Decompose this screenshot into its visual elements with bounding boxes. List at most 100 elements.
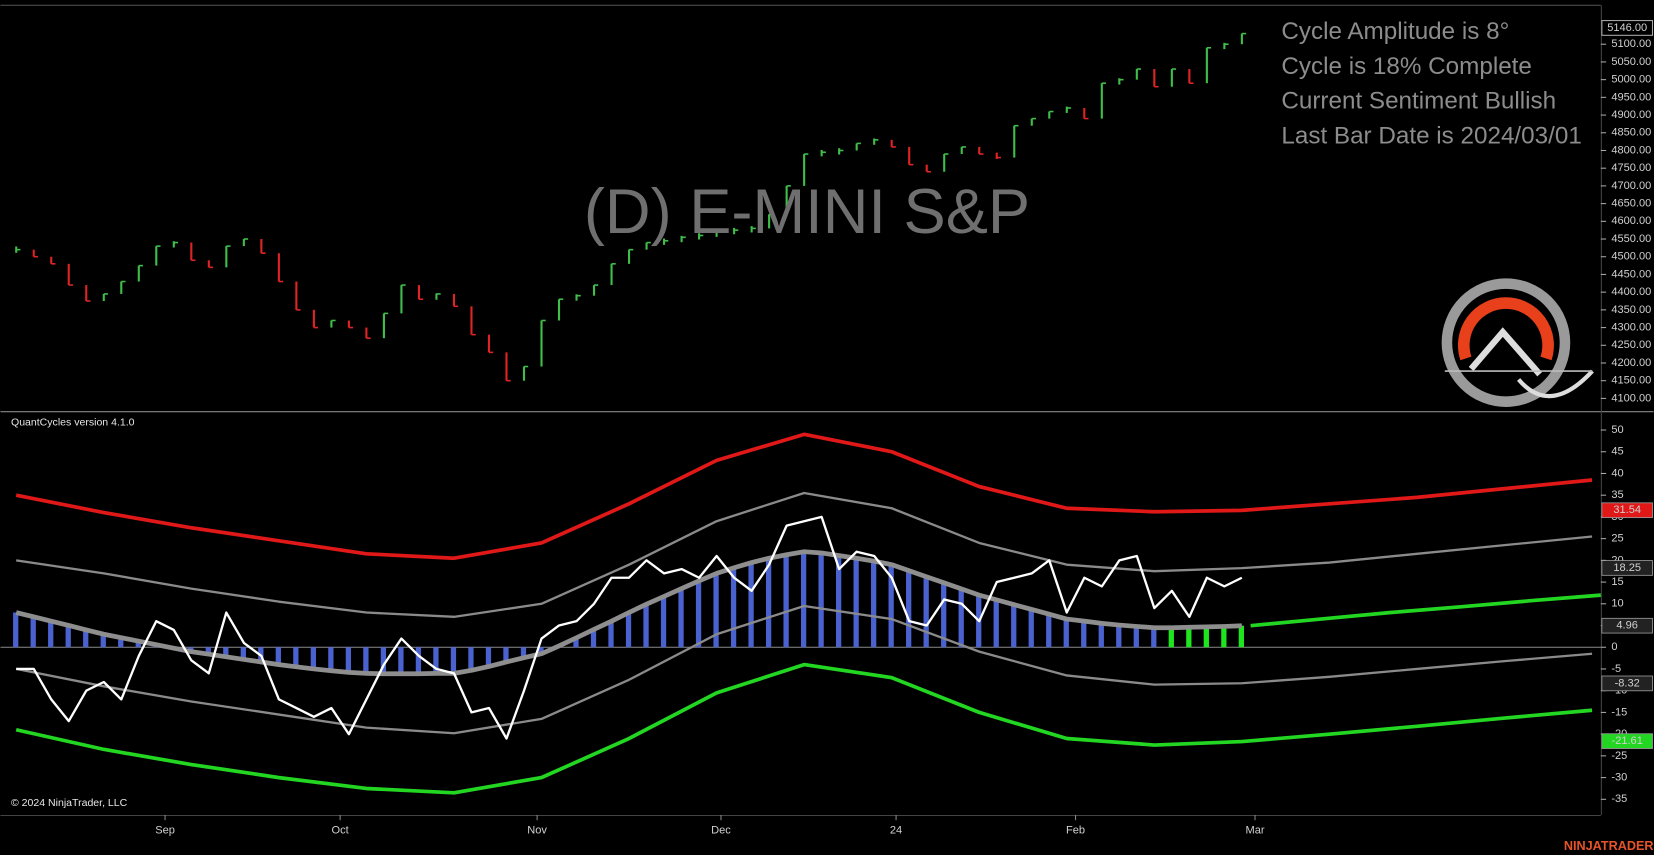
histogram-bar [958,589,964,648]
histogram-bar [590,629,597,648]
histogram-bar [800,551,807,648]
histogram-bar [100,634,106,648]
y-tick-label: 45 [1611,446,1623,458]
y-tick-label: 4900.00 [1611,109,1651,121]
x-tick-label: Mar [1245,825,1264,837]
indicator-line [15,662,1593,795]
histogram-bar [205,647,211,655]
y-tick-label: 4700.00 [1611,180,1651,192]
histogram-bar [433,647,439,674]
y-tick-label: -5 [1611,663,1621,675]
y-tick-label: 4500.00 [1611,251,1651,263]
indicator-line [1250,593,1601,628]
y-tick-label: 4150.00 [1611,375,1651,387]
histogram-bar [1116,625,1122,648]
x-tick-label: Oct [332,825,349,837]
histogram-bar [1238,625,1244,648]
histogram-bar [485,647,492,667]
x-tick-label: Nov [527,825,547,837]
value-marker-label: 4.96 [1616,620,1638,632]
histogram-bar [1221,626,1227,648]
annotation: Current Sentiment Bullish [1281,88,1556,115]
y-tick-label: 4400.00 [1611,286,1651,298]
value-marker-label: 18.25 [1613,562,1641,574]
histogram-bar [748,562,754,648]
histogram-bar [363,647,369,674]
histogram-bar [240,647,246,660]
y-tick-label: 40 [1611,467,1623,479]
annotation: Cycle Amplitude is 8° [1281,18,1509,45]
histogram-bar [1011,604,1017,648]
indicator-line [15,549,1242,677]
copyright: © 2024 NinjaTrader, LLC [11,797,128,809]
histogram-bar [83,629,89,648]
value-marker-label: 31.54 [1613,504,1641,516]
x-tick-label: Dec [711,825,731,837]
y-tick-label: 4100.00 [1611,392,1651,404]
last-price-label: 5146.00 [1607,22,1647,34]
value-marker [1601,560,1653,576]
histogram-bar [293,647,299,667]
y-tick-label: 4350.00 [1611,304,1651,316]
histogram-bar [923,576,929,648]
annotation: Last Bar Date is 2024/03/01 [1281,122,1581,149]
value-marker [1601,733,1653,749]
last-price-box [1601,20,1654,36]
histogram-bar [625,612,632,648]
y-tick-label: 4550.00 [1611,233,1651,245]
y-tick-label: 4450.00 [1611,268,1651,280]
histogram-bar [1133,626,1139,648]
value-marker-label: -21.61 [1612,735,1643,747]
histogram-bar [853,558,859,648]
histogram-bar [573,637,579,648]
y-tick-label: 5000.00 [1611,74,1651,86]
y-tick-label: 5050.00 [1611,56,1651,68]
histogram-bar [608,621,614,648]
y-tick-label: 4300.00 [1611,321,1651,333]
y-tick-label: 10 [1611,598,1623,610]
logo-arc [1458,297,1554,361]
y-tick-label: 25 [1611,533,1623,545]
y-tick-label: 15 [1611,576,1623,588]
histogram-bar [275,647,281,665]
histogram-bar [1081,621,1087,648]
histogram-bar [888,564,894,648]
y-tick-label: 4950.00 [1611,91,1651,103]
histogram-bar [30,616,36,648]
x-tick-label: Feb [1066,825,1085,837]
x-tick-label: 24 [890,825,902,837]
histogram-bar [643,604,649,648]
histogram-bar [1151,627,1157,648]
histogram-bar [13,612,19,648]
histogram-bar [380,647,387,674]
y-tick-label: 35 [1611,489,1623,501]
y-tick-label: -35 [1611,793,1627,805]
histogram-bar [450,647,457,674]
histogram-bar [730,567,737,648]
y-tick-label: 4750.00 [1611,162,1651,174]
histogram-bar [993,599,999,648]
histogram-bar [818,552,824,648]
y-tick-label: 4200.00 [1611,357,1651,369]
histogram-bar [223,647,229,657]
histogram-bar [310,647,316,669]
y-tick-label: 4650.00 [1611,198,1651,210]
y-tick-label: -15 [1611,706,1627,718]
y-tick-label: -25 [1611,750,1627,762]
y-tick-label: 4250.00 [1611,339,1651,351]
histogram-bar [765,558,772,648]
indicator-title: QuantCycles version 4.1.0 [11,417,135,429]
value-marker [1601,617,1653,634]
histogram-bar [941,582,947,648]
histogram-bar [118,637,124,648]
histogram-bar [135,641,141,648]
histogram-bar [660,596,667,648]
y-tick-label: 4600.00 [1611,215,1651,227]
histogram-bar [520,647,527,658]
indicator-line [15,432,1593,561]
y-tick-label: 4850.00 [1611,127,1651,139]
histogram-bar [906,570,912,648]
y-tick-label: 4800.00 [1611,144,1651,156]
histogram-bar [328,647,334,671]
